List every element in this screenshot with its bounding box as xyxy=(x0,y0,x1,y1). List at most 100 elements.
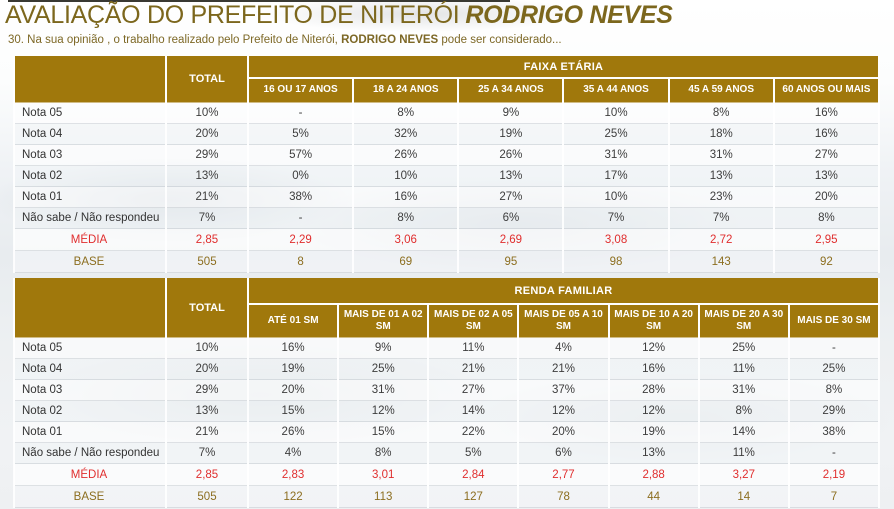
table-data-total-value: 10% xyxy=(165,337,249,359)
table-data-value: 21% xyxy=(427,358,520,380)
table-data-total-value: 29% xyxy=(165,379,249,401)
page-title-main: AVALIAÇÃO DO PREFEITO DE NITERÓI xyxy=(5,1,460,29)
table-data-value: 38% xyxy=(246,186,355,208)
renda-familiar-group-header: RENDA FAMILIAR xyxy=(247,278,880,305)
table-data-value: 19% xyxy=(457,123,565,145)
total-column-header: TOTAL xyxy=(165,56,249,103)
table-data-value: 23% xyxy=(667,186,775,208)
table-data-value: 16% xyxy=(352,186,460,208)
media-label: MÉDIA xyxy=(13,463,167,486)
page-title: AVALIAÇÃO DO PREFEITO DE NITERÓI RODRIGO … xyxy=(5,1,673,30)
table-data-value: 12% xyxy=(517,400,610,422)
media-total-value: 2,85 xyxy=(165,463,249,486)
question-suffix: pode ser considerado... xyxy=(438,34,562,46)
page-title-emphasis: RODRIGO NEVES xyxy=(465,1,673,29)
table-data-row: Não sabe / Não respondeu 7% 4% 8% 5% 6% 13% 11%… xyxy=(13,442,881,464)
table-data-value: 10% xyxy=(562,186,670,208)
renda-familiar-table: TOTAL RENDA FAMILIAR ATÉ 01 SM MAIS DE 01 A… xyxy=(13,278,881,508)
table-data-value: 25% xyxy=(337,358,430,380)
table-data-value: 19% xyxy=(246,358,340,380)
table-data-value: 6% xyxy=(517,442,610,464)
table-data-value: 9% xyxy=(337,337,430,359)
table-data-total-value: 10% xyxy=(165,102,249,124)
base-value: 14 xyxy=(697,485,790,508)
media-row: MÉDIA 2,85 2,83 3,01 2,84 2,77 2,88 3,27 2,19 xyxy=(13,463,881,486)
table-data-value: 8% xyxy=(337,442,430,464)
base-value: 92 xyxy=(772,250,881,273)
table-data-value: 4% xyxy=(517,337,610,359)
question-prefix: 30. Na sua opinião , o trabalho realizad… xyxy=(8,34,342,46)
base-value: 113 xyxy=(337,485,430,508)
table-data-value: 29% xyxy=(787,400,881,422)
column-header: MAIS DE 10 A 20 SM xyxy=(607,304,700,338)
media-value: 2,72 xyxy=(667,228,775,251)
media-total-value: 2,85 xyxy=(165,228,249,251)
table-data-value: 57% xyxy=(246,144,355,166)
table-data-value: 31% xyxy=(562,144,670,166)
table-data-label: Nota 03 xyxy=(13,379,167,401)
table-data-value: 26% xyxy=(352,144,460,166)
table-data-value: 8% xyxy=(352,207,460,229)
table-data-row: Nota 04 20% 19% 25% 21% 21% 16% 11% 25% xyxy=(13,358,881,380)
table-data-value: 13% xyxy=(457,165,565,187)
table-data-row: Nota 04 20% 5% 32% 19% 25% 18% 16% xyxy=(13,123,881,145)
media-value: 2,88 xyxy=(607,463,700,486)
table-data-value: 9% xyxy=(457,102,565,124)
table-data-value: 11% xyxy=(697,442,790,464)
column-header: 16 OU 17 ANOS xyxy=(246,78,355,103)
column-header: ATÉ 01 SM xyxy=(246,304,340,338)
table-data-value: 10% xyxy=(352,165,460,187)
base-label: BASE xyxy=(13,485,167,508)
table-data-value: 32% xyxy=(352,123,460,145)
table-data-total-value: 21% xyxy=(165,186,249,208)
table-data-value: 12% xyxy=(607,337,700,359)
media-value: 3,06 xyxy=(352,228,460,251)
table-data-row: Nota 03 29% 57% 26% 26% 31% 31% 27% xyxy=(13,144,881,166)
table-data-value: 0% xyxy=(246,165,355,187)
media-value: 2,84 xyxy=(427,463,520,486)
table-data-value: - xyxy=(787,337,881,359)
question-text: 30. Na sua opinião , o trabalho realizad… xyxy=(8,34,562,46)
table-data-value: 25% xyxy=(697,337,790,359)
base-value: 78 xyxy=(517,485,610,508)
table-data-value: 20% xyxy=(772,186,881,208)
table-data-value: 5% xyxy=(246,123,355,145)
table-data-total-value: 13% xyxy=(165,165,249,187)
base-value: 44 xyxy=(607,485,700,508)
table-data-value: 25% xyxy=(562,123,670,145)
table-data-total-value: 29% xyxy=(165,144,249,166)
table-data-value: 12% xyxy=(607,400,700,422)
table-data-value: 25% xyxy=(787,358,881,380)
table-data-value: 31% xyxy=(697,379,790,401)
base-value: 98 xyxy=(562,250,670,273)
table-data-value: 4% xyxy=(246,442,340,464)
table-data-value: 14% xyxy=(427,400,520,422)
base-label: BASE xyxy=(13,250,167,273)
table-data-row: Nota 03 29% 20% 31% 27% 37% 28% 31% 8% xyxy=(13,379,881,401)
table-data-value: 17% xyxy=(562,165,670,187)
table-data-value: 26% xyxy=(246,421,340,443)
media-value: 3,08 xyxy=(562,228,670,251)
column-header: MAIS DE 30 SM xyxy=(787,304,881,338)
table-data-value: 37% xyxy=(517,379,610,401)
table-data-row: Nota 05 10% 16% 9% 11% 4% 12% 25% - xyxy=(13,337,881,359)
corner-cell xyxy=(13,278,167,338)
base-total-value: 505 xyxy=(165,250,249,273)
table-data-value: 20% xyxy=(246,379,340,401)
table-data-value: 11% xyxy=(697,358,790,380)
table-data-value: 10% xyxy=(562,102,670,124)
table-data-value: - xyxy=(246,207,355,229)
table-data-value: 20% xyxy=(517,421,610,443)
base-value: 95 xyxy=(457,250,565,273)
column-header: 18 A 24 ANOS xyxy=(352,78,460,103)
table-data-value: 27% xyxy=(772,144,881,166)
table-data-value: 13% xyxy=(667,165,775,187)
base-value: 7 xyxy=(787,485,881,508)
column-header: 60 ANOS OU MAIS xyxy=(772,78,881,103)
table-data-row: Nota 05 10% -8% 9% 10% 8% 16% xyxy=(13,102,881,124)
table-data-value: 11% xyxy=(427,337,520,359)
table-data-label: Nota 01 xyxy=(13,186,167,208)
table-data-row: Nota 02 13% 0% 10% 13% 17% 13% 13% xyxy=(13,165,881,187)
table-data-value: 8% xyxy=(667,102,775,124)
table-data-value: 8% xyxy=(772,207,881,229)
